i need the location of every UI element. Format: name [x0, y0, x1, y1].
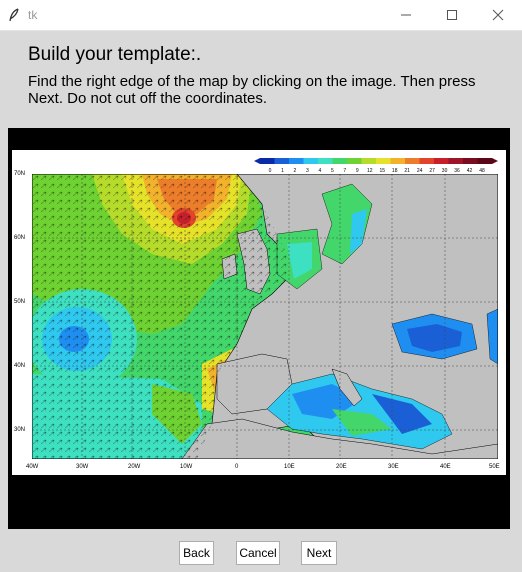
wave-height-map[interactable]: [32, 174, 498, 459]
colorbar-segment: [260, 158, 275, 164]
lat-label: 60N: [14, 235, 26, 241]
lon-label: 20E: [336, 464, 347, 470]
colorbar-segment: [419, 158, 435, 164]
minimize-icon: [401, 14, 411, 16]
close-button[interactable]: [475, 0, 521, 30]
colorbar-segment: [303, 158, 319, 164]
colorbar-tick-label: 15: [379, 168, 385, 174]
instructions-text: Find the right edge of the map by clicki…: [28, 73, 476, 107]
lat-label: 70N: [14, 171, 26, 177]
lon-label: 10E: [284, 464, 295, 470]
colorbar-tick-label: 42: [467, 168, 473, 174]
colorbar-tick-label: 4: [318, 168, 321, 174]
colorbar-tick-label: 7: [343, 168, 346, 174]
lon-label: 50E: [489, 464, 500, 470]
colorbar-end-left: [254, 158, 260, 164]
window-title: tk: [28, 8, 38, 22]
colorbar-tick-label: 36: [454, 168, 460, 174]
colorbar-segment: [463, 158, 478, 164]
lon-label: 30E: [388, 464, 399, 470]
lat-label: 30N: [14, 427, 26, 433]
lon-label: 40W: [26, 464, 39, 470]
maximize-button[interactable]: [429, 0, 475, 30]
colorbar-tick-label: 0: [269, 168, 272, 174]
close-icon: [492, 9, 504, 21]
colorbar-tick-label: 21: [404, 168, 410, 174]
back-button[interactable]: Back: [179, 541, 214, 565]
colorbar-tick-label: 48: [479, 168, 485, 174]
colorbar-segment: [405, 158, 420, 164]
colorbar-tick-label: 2: [294, 168, 297, 174]
colorbar-segment: [318, 158, 333, 164]
colorbar-segment: [361, 158, 377, 164]
colorbar-tick-label: 9: [356, 168, 359, 174]
colorbar-tick-label: 24: [417, 168, 423, 174]
page-title: Build your template:.: [28, 44, 202, 65]
lon-label: 30W: [76, 464, 89, 470]
colorbar-tick-label: 12: [367, 168, 373, 174]
lon-label: 20W: [128, 464, 141, 470]
lon-label: 40E: [440, 464, 451, 470]
colorbar-tick-label: 18: [392, 168, 398, 174]
color-scale-bar: 0 1 2 3 4 5 7 9 12 15 18 21 24 27 30 36 42 48: [254, 158, 498, 174]
colorbar-segment: [376, 158, 391, 164]
colorbar-tick-label: 5: [331, 168, 334, 174]
colorbar-segment: [434, 158, 449, 164]
maximize-icon: [447, 10, 457, 20]
minimize-button[interactable]: [383, 0, 429, 30]
next-button[interactable]: Next: [301, 541, 337, 565]
colorbar-tick-label: 27: [429, 168, 435, 174]
colorbar-tick-label: 3: [306, 168, 309, 174]
colorbar-segment: [448, 158, 464, 164]
lon-label: 10W: [180, 464, 193, 470]
colorbar-segment: [274, 158, 290, 164]
title-bar: tk: [0, 0, 522, 31]
colorbar-segment: [477, 158, 493, 164]
colorbar-segment: [289, 158, 304, 164]
feather-icon: [9, 8, 19, 22]
colorbar-tick-label: 30: [442, 168, 448, 174]
lat-label: 40N: [14, 363, 26, 369]
cancel-button[interactable]: Cancel: [236, 541, 280, 565]
colorbar-segment: [332, 158, 348, 164]
colorbar-end-right: [492, 158, 498, 164]
lat-label: 50N: [14, 299, 26, 305]
lon-label: 0: [235, 464, 239, 470]
colorbar-segment: [390, 158, 406, 164]
colorbar-segment: [347, 158, 362, 164]
colorbar-tick-label: 1: [281, 168, 284, 174]
